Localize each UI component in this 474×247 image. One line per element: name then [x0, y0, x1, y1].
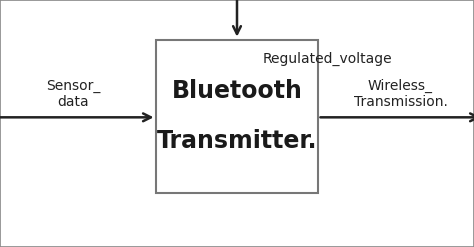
Text: Sensor_
data: Sensor_ data — [46, 79, 100, 109]
Text: Regulated_voltage: Regulated_voltage — [263, 52, 392, 66]
Text: Transmitter.: Transmitter. — [157, 129, 317, 153]
Text: Wireless_
Transmission.: Wireless_ Transmission. — [354, 79, 447, 109]
Text: Bluetooth: Bluetooth — [172, 79, 302, 103]
FancyBboxPatch shape — [156, 40, 318, 193]
